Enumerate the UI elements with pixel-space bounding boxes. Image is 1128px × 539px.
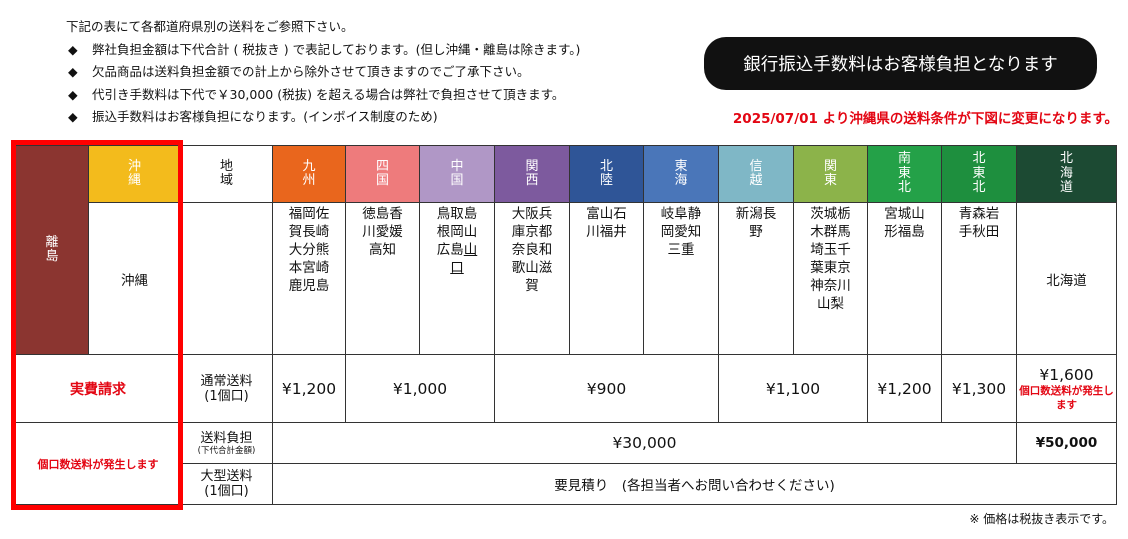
diamond-bullet-icon: ◆ (68, 86, 78, 102)
price-hokkaido: ¥1,600 (1039, 365, 1094, 384)
region-header-hokkaido: 北海道 (1016, 145, 1117, 203)
prefs-chugoku: 鳥取島根岡山広島山口 (419, 202, 495, 355)
price-shinetsu-kanto: ¥1,100 (718, 354, 868, 423)
price-kyushu: ¥1,200 (272, 354, 346, 423)
prefs-kansai: 大阪兵庫京都奈良和歌山滋賀 (494, 202, 570, 355)
region-header-shinetsu: 信越 (718, 145, 794, 203)
note-item: ◆ 代引き手数料は下代で￥30,000 (税抜) を超える場合は弊社で負担させて頂… (66, 84, 580, 107)
price-hokkaido-cell: ¥1,600 個口数送料が発生します (1016, 354, 1117, 423)
burden-hokkaido: ¥50,000 (1016, 422, 1117, 464)
region-header-shikoku: 四国 (345, 145, 420, 203)
note-item: ◆ 弊社負担金額は下代合計 ( 税抜き ) で表記しております。(但し沖縄・離島は… (66, 39, 580, 62)
okinawa-header: 沖縄 (88, 145, 181, 203)
note-item: ◆ 振込手数料はお客様負担になります。(インボイス制度のため) (66, 106, 580, 129)
okinawa-pref: 沖縄 (88, 202, 181, 355)
hokkaido-multi-note: 個口数送料が発生します (1019, 384, 1114, 411)
diamond-bullet-icon: ◆ (68, 64, 78, 79)
price-shikoku-chugoku: ¥1,000 (345, 354, 495, 423)
region-header-minami-tohoku: 南東北 (867, 145, 942, 203)
notes-intro: 下記の表にて各都道府県別の送料をご参照下さい。 (66, 19, 354, 34)
normal-fee-label: 通常送料 (1個口) (180, 354, 273, 423)
price-minami-tohoku: ¥1,200 (867, 354, 942, 423)
prefs-kita-tohoku: 青森岩手秋田 (941, 202, 1017, 355)
large-fee-quote: 要見積り (各担当者へお問い合わせください) (272, 463, 1117, 505)
large-fee-label: 大型送料 (1個口) (180, 463, 273, 505)
region-header-hokuriku: 北陸 (569, 145, 644, 203)
prefs-minami-tohoku: 宮城山形福島 (867, 202, 942, 355)
prefs-kanto: 茨城栃木群馬埼玉千葉東京神奈川山梨 (793, 202, 868, 355)
prefs-kyushu: 福岡佐賀長崎大分熊本宮崎鹿児島 (272, 202, 346, 355)
header-row: 離島 沖縄 地域 九州 四国 中国 関西 北陸 東海 信越 関東 南東北 北東北… (15, 145, 1117, 355)
region-header-tokai: 東海 (643, 145, 719, 203)
prefs-shikoku: 徳島香川愛媛高知 (345, 202, 420, 355)
prefs-shinetsu: 新潟長野 (718, 202, 794, 355)
region-header-chugoku: 中国 (419, 145, 495, 203)
burden-main: ¥30,000 (272, 422, 1017, 464)
notes: 下記の表にて各都道府県別の送料をご参照下さい。 ◆ 弊社負担金額は下代合計 ( 税… (66, 16, 580, 129)
burden-label: 送料負担 (下代合計金額) (180, 422, 273, 464)
large-fee-row: 大型送料 (1個口) 要見積り (各担当者へお問い合わせください) (16, 463, 1117, 505)
price-kansai-hokuriku-tokai: ¥900 (494, 354, 719, 423)
region-header-kansai: 関西 (494, 145, 570, 203)
actual-cost-label: 実費請求 (15, 354, 181, 423)
prefs-hokuriku: 富山石川福井 (569, 202, 644, 355)
price-kita-tohoku: ¥1,300 (941, 354, 1017, 423)
region-header-kyushu: 九州 (272, 145, 346, 203)
tax-footnote: ※ 価格は税抜き表示です。 (969, 512, 1114, 526)
multi-package-note: 個口数送料が発生します (15, 422, 181, 505)
shipping-fee-table: 離島 沖縄 地域 九州 四国 中国 関西 北陸 東海 信越 関東 南東北 北東北… (15, 145, 1117, 505)
okinawa-change-notice: 2025/07/01 より沖縄県の送料条件が下図に変更になります。 (732, 111, 1118, 127)
normal-fee-row: 実費請求 通常送料 (1個口) ¥1,200 ¥1,000 ¥900 ¥1,100… (15, 354, 1117, 423)
region-label: 地域 (180, 145, 273, 203)
prefecture-row: 沖縄 福岡佐賀長崎大分熊本宮崎鹿児島 徳島香川愛媛高知 鳥取島根岡山広島山口 大… (16, 202, 1117, 355)
burden-row: 個口数送料が発生します 送料負担 (下代合計金額) ¥30,000 ¥50,000 (15, 422, 1117, 505)
bank-fee-banner: 銀行振込手数料はお客様負担となります (704, 37, 1097, 90)
region-blank (180, 202, 273, 355)
prefs-yamaguchi: 山口 (450, 242, 478, 276)
region-header-kita-tohoku: 北東北 (941, 145, 1017, 203)
ritou-header: 離島 (15, 145, 89, 355)
region-header-kanto: 関東 (793, 145, 868, 203)
prefs-tokai: 岐阜静岡愛知三重 (643, 202, 719, 355)
prefs-hokkaido: 北海道 (1016, 202, 1117, 355)
note-item: ◆ 欠品商品は送料負担金額での計上から除外させて頂きますのでご了承下さい。 (66, 61, 580, 84)
diamond-bullet-icon: ◆ (68, 41, 78, 57)
diamond-bullet-icon: ◆ (68, 109, 78, 124)
